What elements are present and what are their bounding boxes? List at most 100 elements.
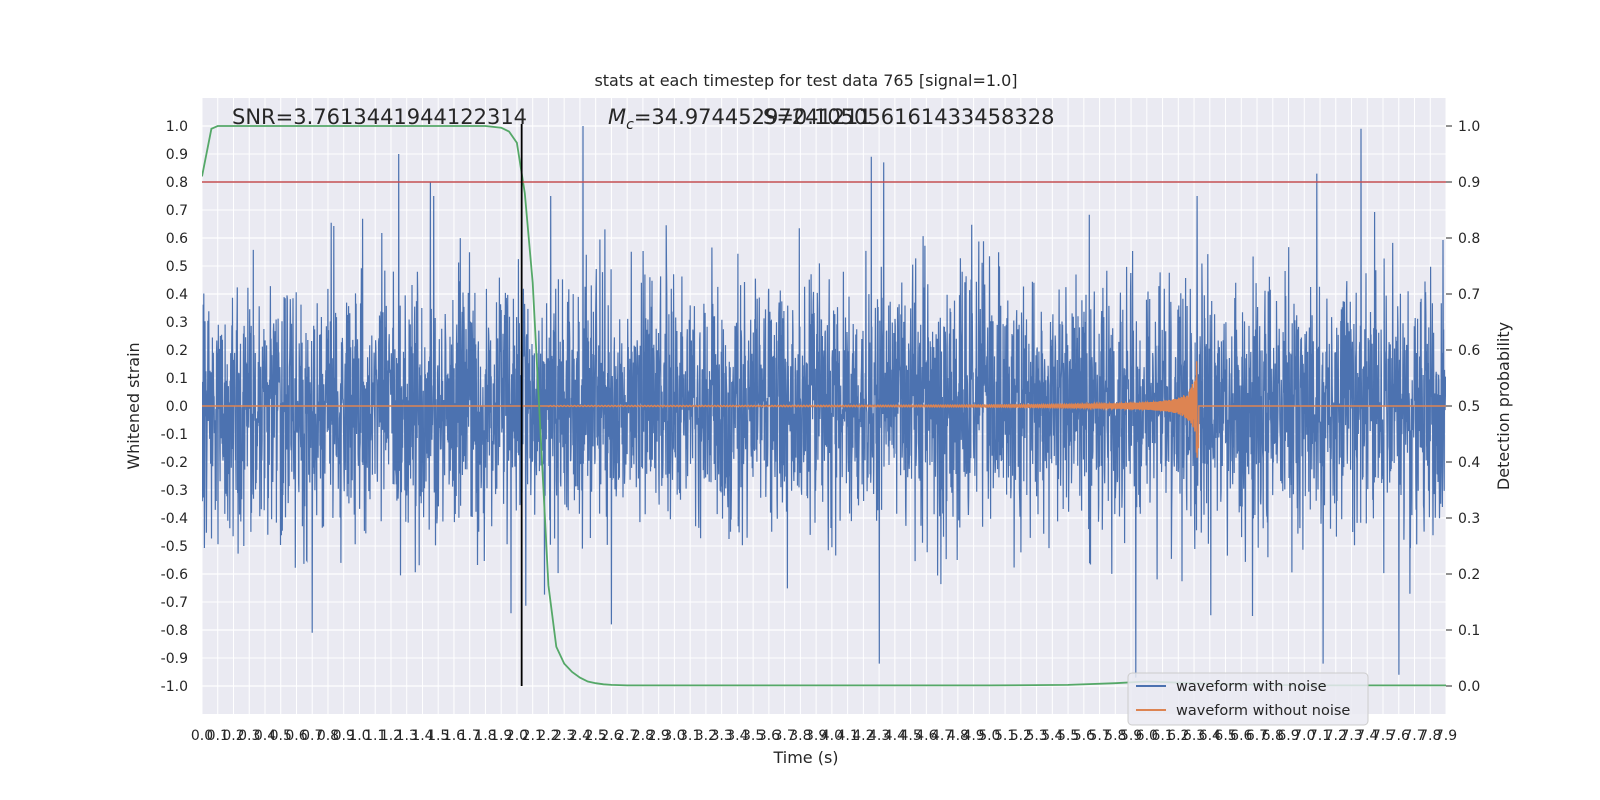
x-tick-label: 1.1 [364,728,386,744]
y-tick-label: 0.4 [166,287,188,303]
x-tick-label: 5.2 [1010,728,1032,744]
x-tick-label: 4.7 [931,728,953,744]
chirp-mass-subscript: c [626,117,634,133]
x-tick-label: 5.9 [1120,728,1142,744]
y2-tick-label: 0.5 [1458,399,1480,415]
x-tick-label: 3.0 [663,728,685,744]
x-tick-label: 0.0 [191,728,213,744]
x-tick-label: 5.0 [978,728,1000,744]
x-tick-label: 6.3 [1183,728,1205,744]
x-tick-label: 3.4 [726,728,748,744]
x-tick-label: 2.1 [522,728,544,744]
x-tick-label: 0.8 [317,728,339,744]
x-tick-label: 2.4 [569,728,591,744]
x-tick-label: 1.7 [459,728,481,744]
x-tick-label: 2.6 [600,728,622,744]
x-tick-label: 3.5 [742,728,764,744]
x-tick-label: 4.9 [962,728,984,744]
y2-tick-label: 0.7 [1458,287,1480,303]
x-tick-label: 7.6 [1388,728,1410,744]
x-tick-label: 2.3 [553,728,575,744]
x-tick-label: 2.0 [506,728,528,744]
x-tick-label: 1.5 [427,728,449,744]
legend-label-clean: waveform without noise [1176,703,1350,719]
y-tick-label: -0.8 [161,623,188,639]
x-tick-label: 1.2 [380,728,402,744]
y-tick-label: -0.4 [161,511,188,527]
x-tick-label: 6.2 [1167,728,1189,744]
x-tick-label: 5.5 [1057,728,1079,744]
y2-tick-label: 1.0 [1458,119,1480,135]
y-tick-label: 0.1 [166,371,188,387]
y2-tick-label: 0.6 [1458,343,1480,359]
y-axis-label: Whitened strain [124,342,143,469]
y2-tick-label: 0.4 [1458,455,1480,471]
y-tick-label: 0.0 [166,399,188,415]
series-waveform-without-noise [202,361,1446,458]
series-waveform-with-noise [202,125,1446,678]
y2-tick-label: 0.2 [1458,567,1480,583]
x-tick-label: 4.8 [947,728,969,744]
y2-tick-label: 0.3 [1458,511,1480,527]
x-tick-label: 6.1 [1151,728,1173,744]
x-tick-label: 5.4 [1041,728,1063,744]
x-tick-label: 2.8 [632,728,654,744]
x-tick-label: 1.6 [443,728,465,744]
x-axis-label: Time (s) [772,748,838,767]
x-tick-label: 6.4 [1199,728,1221,744]
x-tick-label: 5.6 [1073,728,1095,744]
legend-label-noise: waveform with noise [1176,679,1327,695]
x-tick-label: 5.1 [994,728,1016,744]
x-axis-ticks: 0.00.10.20.30.40.50.60.70.80.91.01.11.21… [191,728,1457,744]
x-tick-label: 7.0 [1293,728,1315,744]
x-tick-label: 6.8 [1262,728,1284,744]
y2-axis-label: Detection probability [1494,322,1513,490]
chart-title: stats at each timestep for test data 765… [594,71,1017,90]
x-tick-label: 4.2 [852,728,874,744]
x-tick-label: 4.0 [821,728,843,744]
y-tick-label: -0.9 [161,651,188,667]
x-tick-label: 3.8 [789,728,811,744]
x-tick-label: 0.1 [207,728,229,744]
x-tick-label: 4.3 [868,728,890,744]
x-tick-label: 0.2 [222,728,244,744]
snr-annotation: SNR=3.7613441944122314 [232,105,527,129]
x-tick-label: 5.7 [1088,728,1110,744]
plot-traces [202,124,1446,687]
y2-tick-label: 0.8 [1458,231,1480,247]
x-tick-label: 0.4 [254,728,276,744]
y-tick-label: -1.0 [161,679,188,695]
y-tick-label: -0.6 [161,567,188,583]
y-tick-label: 1.0 [166,119,188,135]
y-tick-label: 0.6 [166,231,188,247]
x-tick-label: 2.5 [585,728,607,744]
x-tick-label: 6.0 [1136,728,1158,744]
x-tick-label: 7.2 [1325,728,1347,744]
x-tick-label: 3.6 [758,728,780,744]
x-tick-label: 7.3 [1340,728,1362,744]
x-tick-label: 6.7 [1246,728,1268,744]
y-tick-label: -0.1 [161,427,188,443]
chirp-mass-symbol: M [608,105,626,129]
x-tick-label: 3.1 [679,728,701,744]
x-tick-label: 3.2 [695,728,717,744]
x-tick-label: 1.9 [490,728,512,744]
series-detection-probability [202,125,1446,687]
legend: waveform with noise waveform without noi… [1127,672,1369,726]
x-tick-label: 0.6 [285,728,307,744]
y-tick-label: 0.7 [166,203,188,219]
x-tick-label: 2.7 [616,728,638,744]
x-tick-label: 4.6 [915,728,937,744]
x-tick-label: 5.8 [1104,728,1126,744]
y-tick-label: -0.5 [161,539,188,555]
x-tick-label: 0.5 [270,728,292,744]
y2-tick-label: 0.0 [1458,679,1480,695]
y-tick-label: 0.5 [166,259,188,275]
y2-tick-label: 0.9 [1458,175,1480,191]
x-tick-label: 7.9 [1435,728,1457,744]
x-tick-label: 1.8 [474,728,496,744]
x-tick-label: 4.4 [884,728,906,744]
x-tick-label: 2.2 [537,728,559,744]
x-tick-label: 1.4 [411,728,433,744]
